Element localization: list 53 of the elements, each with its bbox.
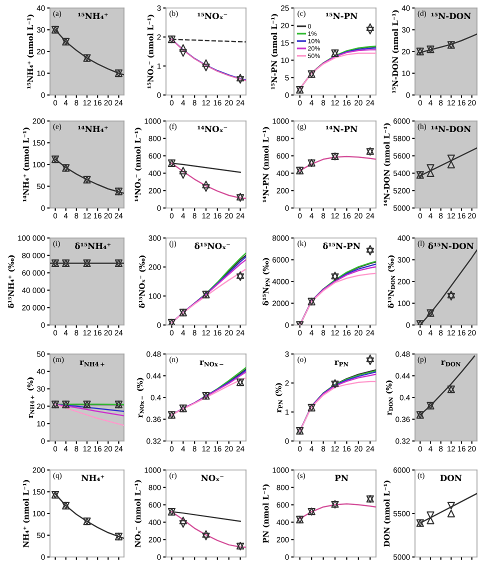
chart-title: PN [335, 474, 348, 481]
line-series [322, 47, 376, 64]
chart-title: ¹⁵N-DON [431, 12, 471, 20]
point [202, 184, 210, 192]
point [202, 59, 210, 67]
point [366, 357, 374, 366]
point [447, 502, 455, 510]
point [179, 171, 187, 179]
point [366, 354, 374, 362]
point [179, 520, 187, 528]
chart-title: NOₓ⁻ [201, 474, 224, 482]
text: r$_{NOx−}$ [200, 360, 224, 366]
point [202, 180, 210, 188]
point [447, 290, 455, 298]
point [366, 248, 374, 256]
chart-title: ¹⁵NOₓ⁻ [198, 12, 228, 20]
point [447, 160, 455, 168]
text: r$_{DON}$ [441, 360, 461, 366]
point [179, 44, 187, 52]
point [236, 273, 244, 281]
point [236, 271, 244, 279]
point [179, 49, 187, 57]
point [366, 23, 374, 31]
chart-title: ¹⁴N-DON [431, 126, 471, 132]
text: r$_{NH4+}$ [80, 360, 104, 366]
point [426, 169, 434, 178]
chart-title: δ¹⁵N-DON [428, 242, 474, 250]
chart-title: δ¹⁵NH₄⁺ [75, 242, 111, 250]
chart-title: ¹⁵N-PN [326, 12, 358, 19]
point [236, 76, 244, 84]
chart-title: δ¹⁵NOₓ⁻ [194, 242, 230, 250]
point [366, 26, 374, 34]
point [426, 164, 434, 172]
text: r$_{PN}$ [334, 360, 348, 366]
chart-title: DON [440, 474, 462, 482]
point [447, 292, 455, 301]
chart-title: ¹⁴N-PN [326, 126, 358, 132]
point [236, 74, 244, 82]
chart-title: ¹⁴NH₄⁺ [78, 126, 108, 132]
point [202, 530, 210, 538]
point [202, 532, 210, 540]
point [426, 511, 434, 520]
point [447, 510, 455, 518]
point [426, 516, 434, 524]
chart-title: ¹⁴NOₓ⁻ [198, 126, 228, 132]
chart-title: NH₄⁺ [82, 474, 104, 481]
point [202, 64, 210, 72]
point [179, 166, 187, 174]
point [366, 245, 374, 253]
chart-title: δ¹⁵N-PN [322, 242, 360, 250]
point [179, 516, 187, 524]
chart-title: ¹⁵NH₄⁺ [78, 12, 108, 19]
point [447, 154, 455, 162]
